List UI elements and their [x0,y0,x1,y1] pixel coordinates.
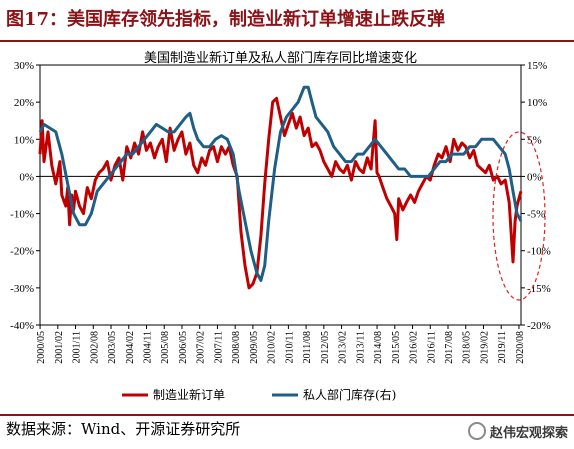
x-tick-label: 2001/11 [72,331,83,363]
x-tick-label: 2007/02 [196,331,207,364]
x-tick-label: 2010/11 [284,331,295,363]
x-tick-label: 2004/02 [125,331,136,364]
y-left-tick-label: 0% [19,171,34,183]
x-tick-label: 2010/02 [267,331,278,364]
x-tick-label: 2004/11 [142,331,153,363]
y-right-tick-label: -20% [527,320,551,332]
x-tick-label: 2016/02 [409,331,420,364]
x-tick-label: 2013/11 [355,331,366,363]
figure-title: 图17：美国库存领先指标，制造业新订单增速止跌反弹 [6,9,446,30]
x-tick-label: 2013/02 [338,331,349,364]
y-left-tick-label: 20% [14,97,34,109]
legend-label-new-orders: 制造业新订单 [153,387,225,402]
y-right-tick-label: 0% [527,171,542,183]
x-tick-label: 2000/05 [36,331,47,364]
x-tick-label: 2016/11 [426,331,437,363]
y-left-tick-label: 10% [14,134,34,146]
x-tick-label: 2003/05 [107,331,118,364]
y-right-tick-label: -10% [527,246,551,258]
watermark-text: 赵伟宏观探索 [489,425,568,441]
series-line-new-orders [38,96,523,290]
x-tick-label: 2019/02 [479,331,490,364]
x-tick-label: 2011/08 [302,331,313,363]
y-left-tick-label: -20% [10,246,34,258]
source-rule [0,414,574,416]
legend-label-inventory: 私人部门库存(右) [303,387,396,402]
y-right-tick-label: 10% [527,97,547,109]
series-line-inventory [38,85,523,282]
x-tick-label: 2012/05 [320,331,331,364]
y-right-tick-label: 5% [527,134,542,146]
x-tick-label: 2017/08 [444,331,455,364]
x-tick-label: 2006/05 [178,331,189,364]
chart-title: 美国制造业新订单及私人部门库存同比增速变化 [144,50,417,66]
y-right-tick-label: 15% [527,60,547,72]
title-rule [0,40,574,42]
y-left-tick-label: -30% [10,283,34,295]
x-tick-label: 2015/05 [391,331,402,364]
y-left-tick-label: 30% [14,60,34,72]
x-tick-label: 2008/08 [231,331,242,364]
y-right-tick-label: -15% [527,283,551,295]
x-tick-label: 2002/08 [89,331,100,364]
x-tick-label: 2005/08 [160,331,171,364]
x-tick-label: 2020/08 [515,331,526,364]
y-left-tick-label: -10% [10,209,34,221]
x-tick-label: 2001/02 [54,331,65,364]
source-note: 数据来源：Wind、开源证券研究所 [6,420,241,438]
y-left-tick-label: -40% [10,320,34,332]
x-tick-label: 2018/05 [462,331,473,364]
x-tick-label: 2007/11 [213,331,224,363]
watermark: 赵伟宏观探索 [467,418,568,444]
y-right-tick-label: -5% [527,209,545,221]
highlight-ellipse [492,131,546,301]
plot-frame [39,64,522,326]
wechat-logo-icon [467,422,486,440]
x-tick-label: 2019/11 [497,331,508,363]
x-tick-label: 2009/05 [249,331,260,364]
x-tick-label: 2014/08 [373,331,384,364]
